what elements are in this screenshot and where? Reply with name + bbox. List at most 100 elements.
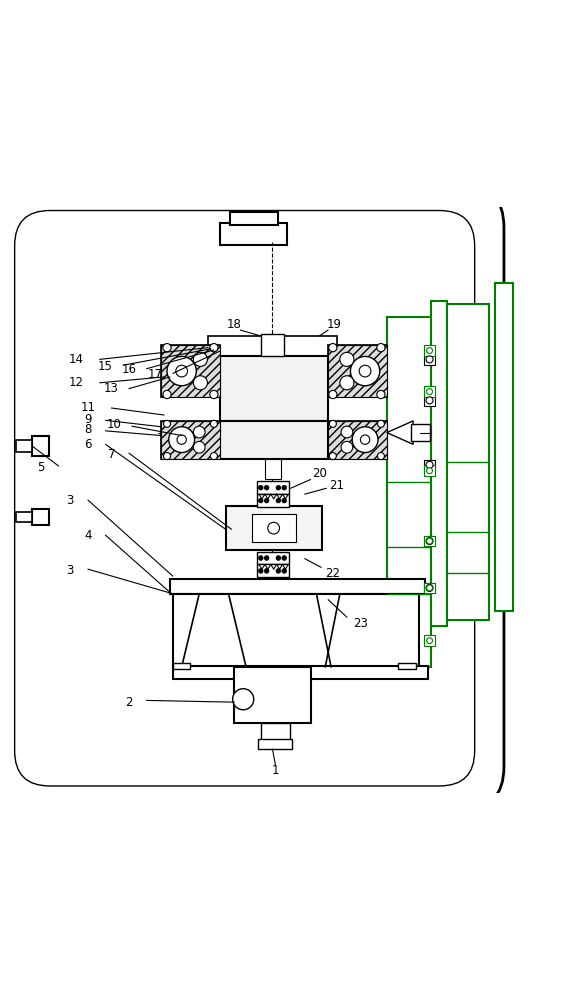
Bar	[328, 421, 387, 459]
Bar	[424, 465, 435, 476]
Text: 15: 15	[98, 360, 113, 373]
Bar	[424, 345, 435, 356]
Circle shape	[341, 426, 353, 438]
Circle shape	[427, 538, 432, 544]
Text: 23: 23	[353, 617, 368, 630]
Text: 10: 10	[107, 418, 122, 431]
Text: 14: 14	[69, 353, 84, 366]
Polygon shape	[328, 345, 387, 397]
Circle shape	[210, 344, 218, 352]
Circle shape	[329, 344, 337, 352]
Circle shape	[210, 453, 217, 460]
Circle shape	[193, 426, 205, 438]
Text: 4: 4	[84, 529, 91, 542]
Circle shape	[264, 569, 269, 573]
Text: 2: 2	[125, 696, 132, 709]
Text: 18: 18	[227, 318, 242, 331]
Circle shape	[163, 390, 171, 399]
Circle shape	[276, 569, 281, 573]
Circle shape	[377, 453, 384, 460]
Circle shape	[258, 485, 263, 490]
Bar	[252, 514, 296, 542]
Circle shape	[258, 498, 263, 503]
Bar	[424, 536, 435, 546]
Bar	[234, 667, 311, 723]
Circle shape	[426, 584, 433, 591]
Circle shape	[427, 348, 432, 354]
Circle shape	[193, 441, 205, 453]
Circle shape	[282, 485, 287, 490]
Bar	[387, 317, 431, 667]
Bar	[220, 223, 287, 245]
Bar	[257, 564, 289, 577]
Bar	[424, 354, 435, 365]
Circle shape	[264, 556, 269, 560]
Bar	[424, 460, 435, 470]
Circle shape	[258, 556, 263, 560]
Circle shape	[377, 420, 384, 427]
Bar	[226, 506, 322, 550]
Bar	[16, 440, 32, 452]
Bar	[431, 301, 447, 626]
Circle shape	[233, 689, 254, 710]
Text: 16: 16	[121, 363, 137, 376]
Bar	[265, 459, 281, 479]
Bar	[258, 739, 292, 749]
Circle shape	[426, 538, 433, 545]
Text: 19: 19	[326, 318, 342, 331]
Circle shape	[427, 638, 432, 644]
Circle shape	[169, 427, 195, 453]
Circle shape	[426, 397, 433, 404]
Bar	[173, 666, 428, 679]
Text: 5: 5	[38, 461, 45, 474]
Circle shape	[377, 344, 385, 352]
Circle shape	[163, 453, 171, 460]
Bar	[161, 345, 220, 397]
Circle shape	[276, 498, 281, 503]
Text: 11: 11	[80, 401, 96, 414]
Circle shape	[176, 365, 188, 377]
Bar	[170, 579, 425, 594]
Bar	[173, 663, 190, 669]
Circle shape	[341, 441, 353, 453]
Bar	[424, 536, 435, 546]
Circle shape	[282, 569, 287, 573]
Bar	[173, 594, 419, 667]
Text: 3: 3	[67, 564, 74, 577]
Bar	[424, 583, 435, 593]
Bar	[230, 212, 278, 225]
Text: 8: 8	[84, 423, 91, 436]
Bar	[32, 509, 49, 525]
Bar	[424, 395, 435, 406]
Circle shape	[340, 352, 354, 366]
Bar	[411, 424, 430, 441]
Bar	[16, 512, 32, 522]
Circle shape	[276, 485, 281, 490]
Circle shape	[329, 420, 336, 427]
Text: 17: 17	[148, 368, 163, 381]
Bar	[220, 421, 328, 459]
Circle shape	[163, 344, 171, 352]
Bar	[398, 663, 416, 669]
Circle shape	[426, 461, 433, 468]
Bar	[220, 356, 328, 421]
Text: 3: 3	[67, 493, 74, 506]
Polygon shape	[328, 421, 387, 459]
Circle shape	[193, 352, 207, 366]
Circle shape	[329, 453, 336, 460]
Circle shape	[264, 485, 269, 490]
Bar	[328, 345, 387, 397]
Bar	[208, 336, 337, 356]
Polygon shape	[387, 421, 413, 444]
Text: 9: 9	[84, 413, 91, 426]
Circle shape	[426, 356, 433, 363]
Circle shape	[282, 498, 287, 503]
Bar	[424, 635, 435, 646]
Bar	[447, 304, 489, 620]
Bar	[424, 583, 435, 593]
Text: 6: 6	[84, 438, 91, 451]
Circle shape	[276, 556, 281, 560]
Circle shape	[360, 435, 370, 444]
Circle shape	[427, 468, 432, 474]
Circle shape	[352, 427, 378, 453]
